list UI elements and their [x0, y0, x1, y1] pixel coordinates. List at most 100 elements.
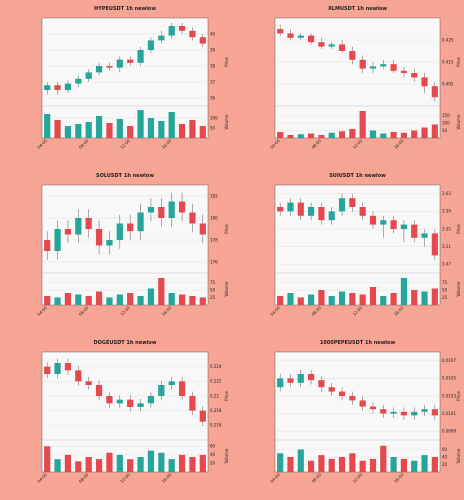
candle-body: [178, 26, 186, 31]
volume-bar: [349, 129, 356, 138]
candle-body: [168, 26, 175, 36]
volume-bar: [199, 454, 206, 472]
chart-title: 1000PEPEUSDT 1h newlow: [320, 340, 396, 346]
x-tick-label: 04:00: [269, 472, 281, 484]
y-axis-label: Price: [224, 57, 229, 67]
candle-body: [390, 64, 397, 71]
volume-bar: [137, 296, 144, 305]
volume-bar: [64, 126, 72, 138]
candle-body: [137, 403, 144, 407]
volume-bar: [400, 278, 407, 305]
volume-bar: [411, 460, 418, 472]
volume-bar: [349, 453, 356, 472]
chart-title: XLMUSDT 1h newlow: [328, 6, 387, 12]
candle-body: [189, 396, 196, 411]
volume-bar: [359, 460, 366, 472]
y-tick-label: 0.0105: [442, 376, 456, 381]
candle-body: [199, 37, 206, 44]
volume-bar: [75, 124, 82, 138]
candle-body: [338, 198, 346, 212]
volume-bar: [178, 454, 186, 472]
volume-tick-label: 60: [442, 447, 448, 452]
volume-tick-label: 60: [210, 444, 216, 449]
y-tick-label: 38: [210, 63, 216, 68]
volume-bar: [106, 452, 113, 472]
volume-bar: [189, 296, 196, 305]
volume-bar: [421, 291, 428, 305]
volume-bar: [338, 291, 346, 305]
volume-bar: [158, 452, 165, 472]
y-tick-label: 0.216: [210, 423, 222, 428]
y-tick-label: 0.425: [442, 37, 454, 42]
volume-bar: [85, 296, 92, 305]
volume-bar: [137, 110, 144, 138]
candle-body: [287, 33, 294, 38]
candle-body: [75, 218, 82, 235]
candle-body: [168, 201, 175, 218]
candle-body: [359, 207, 366, 216]
candle-body: [338, 391, 346, 396]
x-tick-label: 16:00: [161, 305, 173, 317]
volume-tick-label: 25: [210, 295, 216, 300]
volume-bar: [318, 135, 325, 138]
volume-bar: [44, 296, 51, 305]
x-tick-label: 16:00: [393, 138, 405, 150]
candle-body: [349, 51, 356, 60]
volume-bar: [54, 297, 61, 305]
volume-bar: [127, 293, 134, 305]
chart-title: SUIUSDT 1h newlow: [329, 173, 386, 179]
candle-body: [411, 224, 418, 238]
volume-bar: [116, 294, 123, 305]
y-tick-label: 0.0107: [442, 358, 456, 363]
x-tick-label: 12:00: [352, 305, 364, 317]
volume-bar: [189, 120, 196, 138]
y-tick-label: 37: [210, 79, 216, 84]
x-tick-label: 12:00: [352, 138, 364, 150]
volume-axis-label: Volume: [456, 448, 461, 463]
candle-body: [431, 409, 438, 416]
volume-bar: [127, 126, 134, 138]
y-tick-label: 180: [210, 215, 218, 220]
candle-body: [199, 223, 206, 235]
volume-bar: [147, 288, 155, 305]
x-tick-label: 16:00: [161, 138, 173, 150]
x-tick-label: 16:00: [161, 472, 173, 484]
candle-body: [308, 35, 315, 43]
candle-body: [411, 73, 418, 78]
volume-bar: [106, 297, 113, 305]
volume-bar: [54, 120, 61, 138]
volume-bar: [158, 278, 165, 305]
volume-bar: [277, 132, 284, 138]
volume-bar: [369, 458, 377, 472]
volume-bar: [297, 297, 304, 305]
volume-bar: [64, 293, 72, 305]
candle-body: [189, 212, 196, 224]
candle-body: [369, 215, 377, 225]
volume-bar: [287, 135, 294, 138]
candle-body: [338, 44, 346, 51]
volume-bar: [338, 131, 346, 138]
volume-bar: [359, 294, 366, 305]
candle-body: [359, 59, 366, 69]
volume-bar: [328, 132, 335, 138]
y-tick-label: 3.55: [442, 226, 451, 231]
volume-bar: [54, 459, 61, 472]
volume-bar: [158, 121, 165, 138]
volume-bar: [411, 130, 418, 138]
y-tick-label: 0.218: [210, 408, 222, 413]
candle-body: [349, 396, 356, 401]
volume-bar: [318, 290, 325, 305]
candle-body: [64, 363, 72, 371]
candle-body: [328, 44, 335, 47]
volume-bar: [178, 294, 186, 305]
volume-bar: [178, 124, 186, 138]
volume-tick-label: 100: [210, 115, 218, 120]
candle-body: [277, 29, 284, 34]
candle-body: [54, 363, 61, 374]
volume-tick-label: 40: [442, 454, 448, 459]
volume-axis-label: Volume: [224, 114, 229, 129]
candle-body: [421, 409, 428, 412]
y-tick-label: 0.0101: [442, 411, 456, 416]
candle-body: [127, 223, 134, 232]
